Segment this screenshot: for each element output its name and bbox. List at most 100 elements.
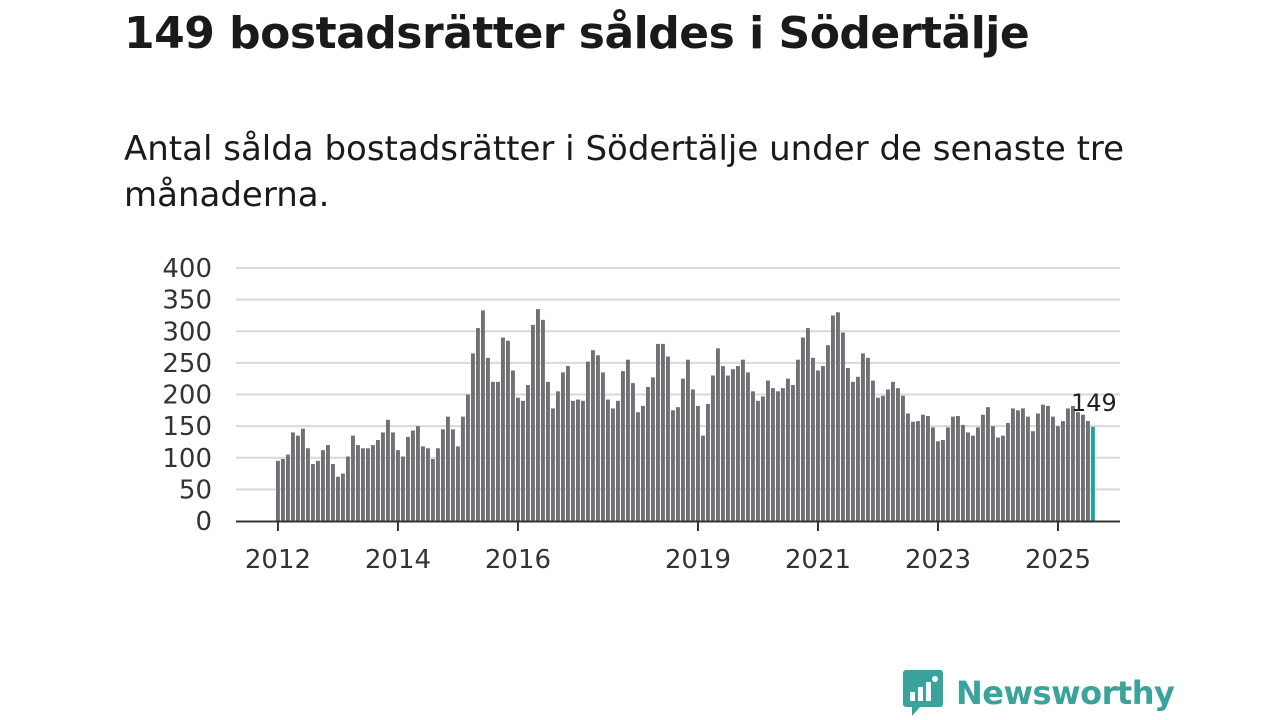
bar (911, 421, 915, 521)
bar (536, 309, 540, 521)
x-tick-label: 2021 (785, 545, 851, 575)
bar (671, 410, 675, 521)
bar (281, 459, 285, 521)
bar (711, 375, 715, 521)
bar (696, 405, 700, 521)
bar (571, 400, 575, 521)
bar (561, 372, 565, 521)
y-tick-label: 50 (179, 475, 212, 505)
bar (1066, 408, 1070, 521)
bar (286, 454, 290, 521)
bar (831, 315, 835, 521)
bar (381, 432, 385, 521)
bar (876, 397, 880, 521)
bar (656, 343, 660, 521)
bar (836, 312, 840, 521)
bar (936, 441, 940, 521)
bar (581, 400, 585, 521)
x-tick-label: 2025 (1025, 545, 1091, 575)
bar (946, 427, 950, 521)
bar (351, 435, 355, 521)
newsworthy-logo-icon (903, 670, 943, 716)
bar (386, 419, 390, 521)
bar (1046, 405, 1050, 521)
bar (811, 357, 815, 521)
bar (476, 328, 480, 521)
bar (346, 456, 350, 521)
bar (1061, 421, 1065, 521)
bar (446, 416, 450, 521)
bar (371, 445, 375, 521)
bar (816, 370, 820, 521)
bar (646, 386, 650, 521)
chart-title: 149 bostadsrätter såldes i Södertälje (124, 8, 1030, 59)
bar (666, 356, 670, 521)
bar (751, 391, 755, 521)
bar (511, 370, 515, 521)
bar (941, 440, 945, 521)
bar (891, 381, 895, 521)
bar (1071, 405, 1075, 521)
y-tick-label: 150 (162, 412, 212, 442)
bar (1011, 408, 1015, 521)
bar (461, 416, 465, 521)
bar-highlight (1091, 426, 1095, 521)
bar (981, 414, 985, 521)
bar (966, 432, 970, 521)
bar (866, 357, 870, 521)
bar (596, 355, 600, 521)
bar (846, 367, 850, 521)
bar (391, 432, 395, 521)
y-tick-label: 400 (162, 254, 212, 284)
bar (456, 446, 460, 521)
bar (1016, 410, 1020, 521)
bar (406, 436, 410, 521)
bar (1006, 422, 1010, 521)
bar (311, 464, 315, 521)
bar (856, 376, 860, 521)
bar (801, 337, 805, 521)
bar (366, 448, 370, 521)
last-value-label: 149 (1071, 389, 1117, 417)
bar (786, 378, 790, 521)
bar (481, 310, 485, 521)
bar (756, 400, 760, 521)
bar (301, 428, 305, 521)
bar (651, 377, 655, 521)
bar (441, 429, 445, 521)
bar (806, 328, 810, 521)
bar (851, 381, 855, 521)
bar (376, 440, 380, 521)
bar (706, 403, 710, 521)
bar (926, 416, 930, 521)
bar (956, 416, 960, 521)
bar (1056, 426, 1060, 521)
y-tick-label: 200 (162, 381, 212, 411)
chart-subtitle: Antal sålda bostadsrätter i Södertälje u… (124, 129, 1125, 215)
bar (276, 460, 280, 521)
bar (731, 369, 735, 521)
bar (681, 378, 685, 521)
bar (691, 389, 695, 521)
bar (716, 348, 720, 521)
bar (896, 388, 900, 521)
bar (721, 366, 725, 521)
bar (546, 381, 550, 521)
bar (566, 366, 570, 521)
bar (901, 395, 905, 521)
bar (451, 429, 455, 521)
x-tick-label: 2019 (665, 545, 731, 575)
bar (951, 416, 955, 521)
bar (616, 400, 620, 521)
bar (636, 412, 640, 521)
bar (976, 427, 980, 521)
bar (1001, 435, 1005, 521)
bar (336, 476, 340, 521)
bar (296, 435, 300, 521)
x-tick-label: 2016 (485, 545, 551, 575)
bar (501, 337, 505, 521)
bar (291, 432, 295, 521)
newsworthy-logo: Newsworthy (902, 668, 1175, 718)
bar (971, 435, 975, 521)
bar (921, 414, 925, 521)
